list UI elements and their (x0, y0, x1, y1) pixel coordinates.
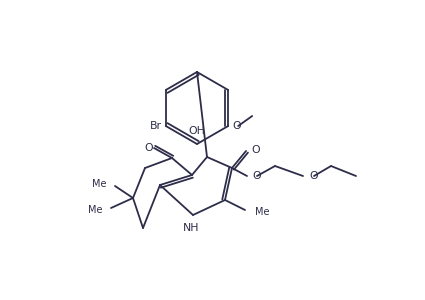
Text: Me: Me (93, 179, 107, 189)
Text: O: O (144, 143, 153, 153)
Text: O: O (251, 145, 260, 155)
Text: O: O (232, 121, 241, 131)
Text: Br: Br (150, 121, 162, 131)
Text: O: O (252, 171, 261, 181)
Text: O: O (309, 171, 317, 181)
Text: Me: Me (255, 207, 269, 217)
Text: Me: Me (88, 205, 103, 215)
Text: OH: OH (189, 126, 205, 136)
Text: NH: NH (183, 223, 199, 233)
